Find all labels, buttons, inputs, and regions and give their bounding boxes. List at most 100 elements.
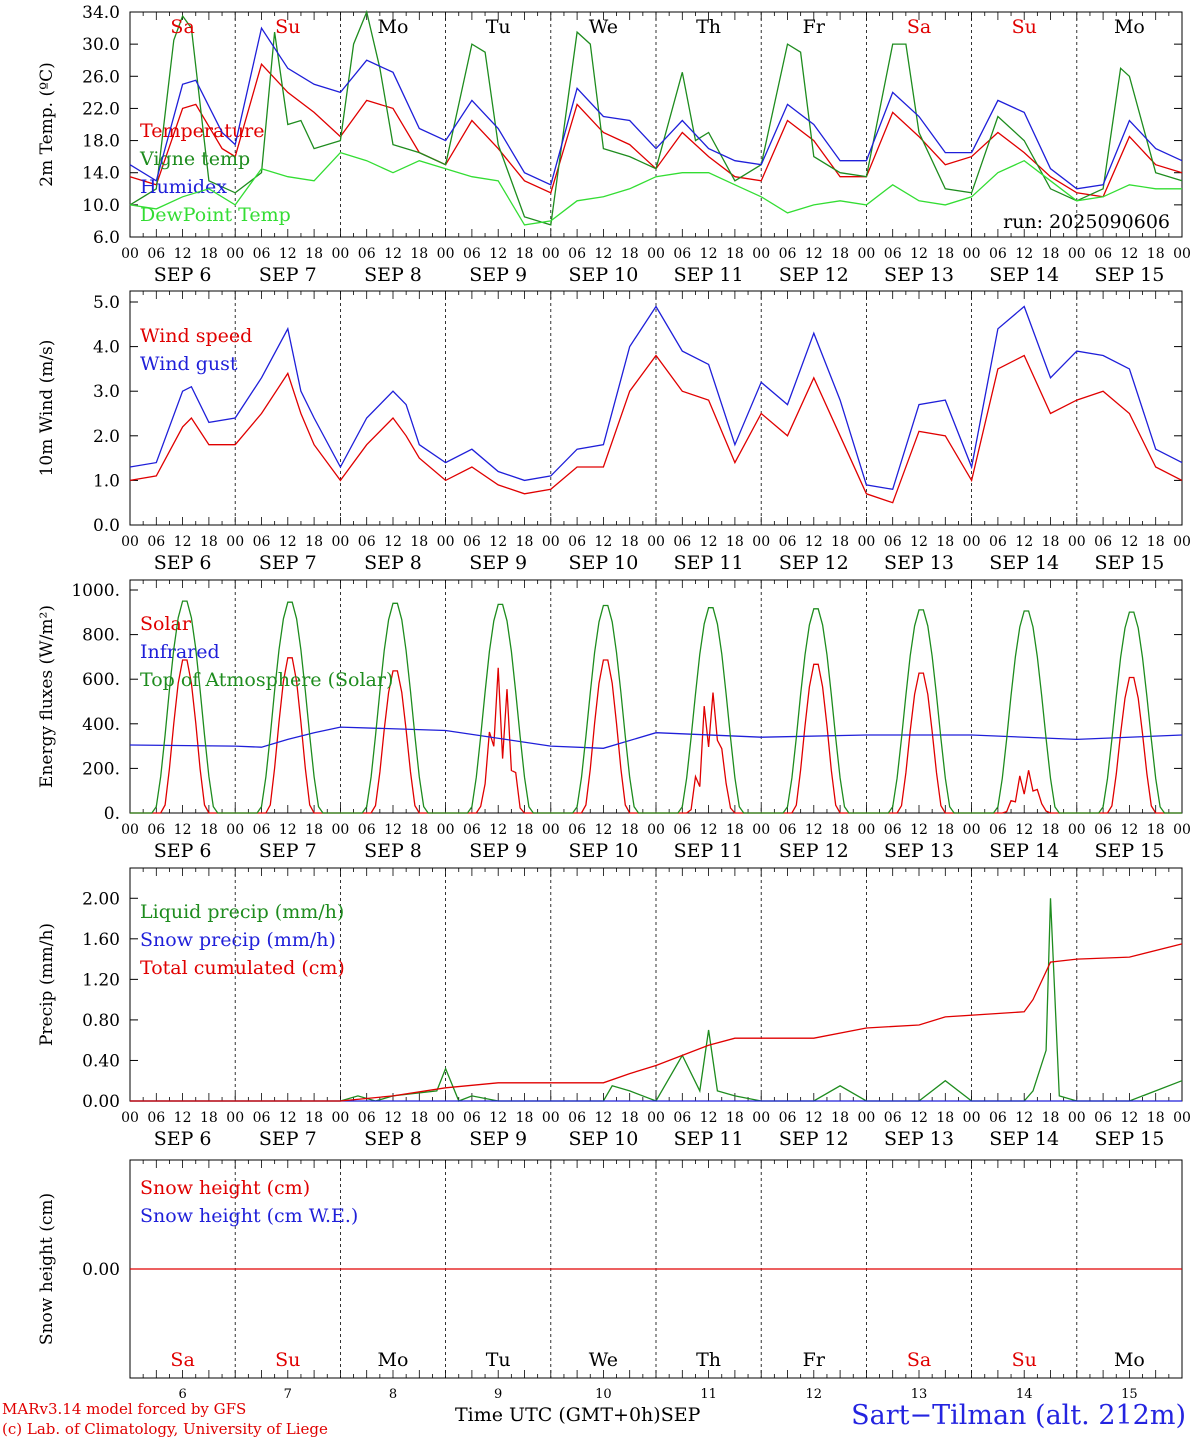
hour-label: 00: [542, 246, 560, 262]
hour-label: 12: [384, 1110, 402, 1126]
date-label: SEP 15: [1094, 1128, 1164, 1150]
y-tick-label: 0.00: [82, 1092, 120, 1112]
weekday-label: Sa: [170, 16, 194, 38]
hour-label: 00: [331, 534, 349, 550]
hour-label: 18: [516, 1110, 534, 1126]
hour-label: 00: [1068, 534, 1086, 550]
hour-label: 06: [463, 534, 481, 550]
date-label: SEP 11: [674, 840, 744, 862]
hour-label: 18: [936, 246, 954, 262]
date-label: SEP 6: [154, 840, 212, 862]
hour-label: 06: [568, 534, 586, 550]
hour-label: 00: [1068, 822, 1086, 838]
hour-label: 06: [989, 246, 1007, 262]
y-tick-label: 200.: [82, 759, 120, 779]
weekday-label: Mo: [378, 16, 409, 38]
hour-label: 06: [779, 1110, 797, 1126]
date-label: SEP 8: [364, 264, 422, 286]
hour-label: 06: [358, 246, 376, 262]
hour-label: 12: [279, 822, 297, 838]
y-tick-label: 5.0: [93, 293, 120, 313]
hour-label: 00: [647, 534, 665, 550]
y-tick-label: 0.0: [93, 516, 120, 536]
hour-label: 06: [1094, 246, 1112, 262]
weekday-label: Mo: [1114, 16, 1145, 38]
hour-label: 00: [542, 822, 560, 838]
series-line-red: [130, 943, 1183, 1102]
hour-label: 06: [253, 1110, 271, 1126]
y-tick-label: 30.0: [82, 35, 120, 55]
hour-label: 06: [1094, 822, 1112, 838]
date-label: SEP 13: [884, 1128, 954, 1150]
weekday-label: Tu: [486, 1349, 511, 1371]
hour-label: 12: [700, 534, 718, 550]
y-axis-label: 2m Temp. (ºC): [37, 62, 57, 187]
date-label: SEP 15: [1094, 552, 1164, 574]
legend-entry: Wind gust: [140, 353, 238, 375]
hour-label: 00: [752, 822, 770, 838]
hour-label: 06: [779, 534, 797, 550]
legend-entry: Humidex: [140, 176, 227, 198]
hour-label: 06: [1094, 534, 1112, 550]
legend-entry: Vigne temp: [139, 148, 250, 170]
day-number-label: 14: [1016, 1387, 1033, 1402]
weekday-label: Su: [1012, 1349, 1037, 1371]
hour-label: 18: [200, 822, 218, 838]
hour-label: 18: [831, 822, 849, 838]
hour-label: 18: [516, 822, 534, 838]
hour-label: 06: [463, 1110, 481, 1126]
model-credit: MARv3.14 model forced by GFS: [2, 1400, 247, 1418]
date-label: SEP 6: [154, 552, 212, 574]
hour-label: 18: [410, 246, 428, 262]
hour-label: 18: [726, 822, 744, 838]
y-tick-label: 0.: [104, 804, 120, 824]
y-tick-label: 10.0: [82, 196, 120, 216]
weekday-label: We: [589, 16, 618, 38]
hour-label: 00: [121, 822, 139, 838]
hour-label: 12: [805, 246, 823, 262]
hour-label: 00: [121, 246, 139, 262]
station-name: Sart−Tilman (alt. 212m): [851, 1400, 1186, 1431]
weekday-label: Fr: [803, 16, 826, 38]
date-label: SEP 9: [469, 840, 527, 862]
hour-label: 18: [1042, 822, 1060, 838]
hour-label: 12: [489, 822, 507, 838]
y-tick-label: 0.80: [82, 1011, 120, 1031]
weekday-label: Fr: [803, 1349, 826, 1371]
weekday-label: Th: [696, 16, 721, 38]
hour-label: 12: [489, 1110, 507, 1126]
hour-label: 18: [831, 246, 849, 262]
hour-label: 06: [989, 534, 1007, 550]
hour-label: 12: [594, 246, 612, 262]
hour-label: 00: [226, 534, 244, 550]
y-tick-label: 1.0: [93, 471, 120, 491]
date-label: SEP 12: [779, 552, 849, 574]
hour-label: 00: [963, 534, 981, 550]
series-line-blue: [129, 26, 1183, 190]
date-label: SEP 11: [674, 552, 744, 574]
day-number-label: 10: [595, 1387, 612, 1402]
day-number-label: 8: [389, 1387, 397, 1402]
hour-label: 12: [1015, 1110, 1033, 1126]
day-number-label: 11: [700, 1387, 717, 1402]
date-label: SEP 13: [884, 264, 954, 286]
date-label: SEP 8: [364, 1128, 422, 1150]
weekday-label: Sa: [907, 16, 931, 38]
hour-label: 00: [1068, 246, 1086, 262]
hour-label: 00: [542, 1110, 560, 1126]
hour-label: 06: [463, 822, 481, 838]
hour-label: 00: [647, 1110, 665, 1126]
run-label: run: 2025090606: [1003, 211, 1170, 233]
y-tick-label: 400.: [82, 715, 120, 735]
hour-label: 06: [1094, 1110, 1112, 1126]
day-number-label: 9: [494, 1387, 502, 1402]
y-tick-label: 0.40: [82, 1051, 120, 1071]
x-axis-month: SEP: [660, 1404, 701, 1426]
hour-label: 18: [1042, 534, 1060, 550]
hour-label: 12: [384, 534, 402, 550]
date-label: SEP 13: [884, 840, 954, 862]
hour-label: 00: [647, 822, 665, 838]
hour-label: 06: [673, 534, 691, 550]
hour-label: 06: [884, 822, 902, 838]
weekday-label: Su: [275, 1349, 300, 1371]
